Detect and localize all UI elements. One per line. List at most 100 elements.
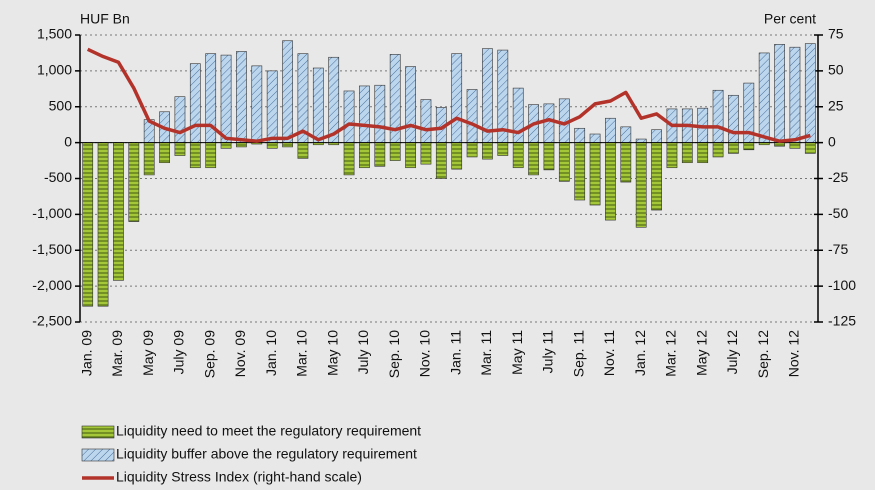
bar xyxy=(297,53,309,143)
bar xyxy=(236,51,247,143)
bar xyxy=(420,142,432,165)
x-tick-label: Jan. 12 xyxy=(632,330,648,376)
bar xyxy=(405,66,416,143)
y-tick-label: -1,500 xyxy=(32,241,72,257)
y-tick-label: 0 xyxy=(64,133,72,149)
bar xyxy=(558,142,570,182)
bar xyxy=(189,63,201,143)
bar xyxy=(589,142,601,206)
y-tick-label: -2,500 xyxy=(32,313,72,329)
bar xyxy=(804,43,816,143)
bar xyxy=(651,142,662,211)
y2-tick-label: -50 xyxy=(828,205,848,221)
bar xyxy=(512,87,524,143)
bar xyxy=(297,142,309,159)
bar xyxy=(282,40,293,143)
bar xyxy=(789,46,801,143)
x-tick-label: Nov. 12 xyxy=(786,330,802,377)
legend-label: Liquidity need to meet the regulatory re… xyxy=(116,423,421,439)
bar xyxy=(497,142,509,156)
bar xyxy=(266,70,278,143)
bar xyxy=(804,142,816,154)
y-axis-title: HUF Bn xyxy=(80,11,130,27)
bar xyxy=(266,142,278,149)
bar xyxy=(405,142,416,169)
y-tick-label: 500 xyxy=(49,97,73,113)
bar xyxy=(758,52,770,143)
x-tick-label: May 12 xyxy=(693,330,709,376)
x-tick-label: Sep. 12 xyxy=(755,330,771,378)
x-tick-label: Sep. 10 xyxy=(386,330,402,378)
bar xyxy=(174,142,186,156)
bar xyxy=(389,142,401,161)
y2-tick-label: -25 xyxy=(828,169,848,185)
bar xyxy=(482,142,493,160)
bar xyxy=(666,142,678,169)
line xyxy=(86,47,811,143)
x-tick-label: Mar. 10 xyxy=(294,330,310,377)
bar xyxy=(466,142,478,158)
bar xyxy=(789,142,801,149)
bar xyxy=(574,142,586,201)
x-tick-label: Nov. 09 xyxy=(232,330,248,377)
legend-swatch xyxy=(81,448,115,462)
bar xyxy=(620,142,632,183)
legend-swatch xyxy=(81,425,115,439)
bar xyxy=(343,142,355,176)
y2-tick-label: 50 xyxy=(828,62,844,78)
x-tick-label: May 11 xyxy=(509,330,525,375)
bar xyxy=(635,138,647,143)
y2-axis-title: Per cent xyxy=(764,11,816,27)
y-tick-label: -1,000 xyxy=(32,205,72,221)
legend-label: Liquidity buffer above the regulatory re… xyxy=(116,446,417,462)
bar xyxy=(420,99,432,143)
bar xyxy=(282,142,293,148)
x-tick-label: Nov. 10 xyxy=(417,330,433,377)
bar xyxy=(128,142,140,222)
bar xyxy=(774,44,785,143)
bar xyxy=(651,129,662,143)
bar xyxy=(712,142,724,158)
legend-label: Liquidity Stress Index (right-hand scale… xyxy=(116,469,362,485)
x-tick-label: May 09 xyxy=(140,330,156,376)
bar xyxy=(236,142,247,148)
bar xyxy=(605,117,616,143)
bar xyxy=(774,142,785,147)
bar xyxy=(466,89,478,143)
bar xyxy=(312,67,324,143)
y2-tick-label: 0 xyxy=(828,133,836,149)
x-tick-label: July 11 xyxy=(540,330,556,374)
x-tick-label: Sep. 09 xyxy=(201,330,217,378)
y2-tick-label: -100 xyxy=(828,277,856,293)
bar xyxy=(635,142,647,228)
x-tick-label: July 12 xyxy=(724,330,740,375)
bar xyxy=(359,85,370,143)
x-tick-label: Jan. 09 xyxy=(78,330,94,376)
bar xyxy=(451,142,463,170)
bar xyxy=(512,142,524,169)
bar xyxy=(359,142,370,169)
bar xyxy=(543,103,555,143)
y2-tick-label: -75 xyxy=(828,241,848,257)
bar xyxy=(159,142,170,164)
bar xyxy=(189,142,201,169)
bar xyxy=(205,142,217,169)
bar xyxy=(220,142,232,149)
bar xyxy=(113,142,124,281)
bar xyxy=(374,142,386,167)
bar xyxy=(435,142,447,179)
x-tick-label: Nov. 11 xyxy=(601,330,617,376)
bar xyxy=(97,142,109,307)
y-tick-label: -2,000 xyxy=(32,277,72,293)
bar xyxy=(620,126,632,143)
bar xyxy=(220,54,232,143)
bar xyxy=(251,65,263,143)
bar xyxy=(605,142,616,221)
y-tick-label: -500 xyxy=(44,169,72,185)
x-tick-label: Sep. 11 xyxy=(570,330,586,377)
x-tick-label: Jan. 10 xyxy=(263,330,279,376)
bar xyxy=(728,94,739,143)
y2-tick-label: -125 xyxy=(828,313,856,329)
bar xyxy=(143,142,155,176)
